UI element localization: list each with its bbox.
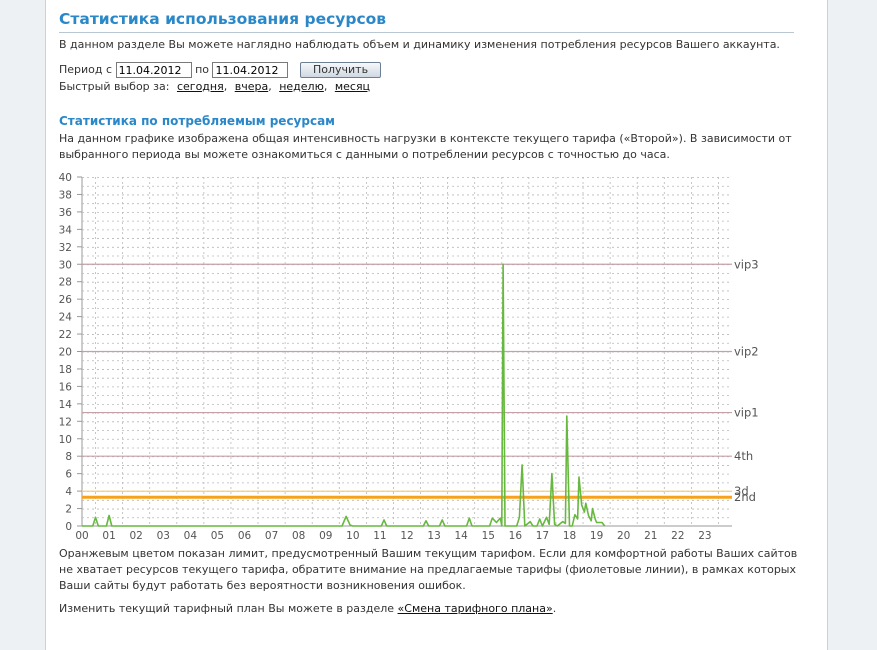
- quick-yesterday-link[interactable]: вчера: [234, 80, 269, 93]
- quick-today-link[interactable]: сегодня: [176, 80, 224, 93]
- period-to-input[interactable]: [212, 62, 289, 78]
- change-plan-label: Изменить текущий тарифный план Вы можете…: [59, 602, 395, 615]
- quick-select-label: Быстрый выбор за:: [59, 80, 170, 93]
- section-description: На данном графике изображена общая интен…: [59, 132, 792, 161]
- period-from-input[interactable]: [115, 62, 192, 78]
- page-title: Статистика использования ресурсов: [59, 10, 794, 33]
- section-title: Статистика по потребляемым ресурсам: [59, 114, 335, 128]
- period-form: Период с по Получить: [59, 62, 382, 78]
- content-panel: Статистика использования ресурсов В данн…: [45, 0, 828, 650]
- get-stats-button[interactable]: Получить: [299, 62, 382, 78]
- page-intro: В данном разделе Вы можете наглядно набл…: [59, 38, 780, 51]
- period-from-label: Период с: [59, 63, 113, 76]
- quick-month-link[interactable]: месяц: [334, 80, 371, 93]
- period-to-label: по: [195, 63, 209, 76]
- change-plan-text: Изменить текущий тарифный план Вы можете…: [59, 602, 557, 615]
- limit-note: Оранжевым цветом показан лимит, предусмо…: [59, 547, 798, 592]
- change-plan-link[interactable]: «Смена тарифного плана»: [397, 602, 553, 615]
- quick-select: Быстрый выбор за: сегодня, вчера, неделю…: [59, 80, 371, 93]
- quick-week-link[interactable]: неделю: [279, 80, 324, 93]
